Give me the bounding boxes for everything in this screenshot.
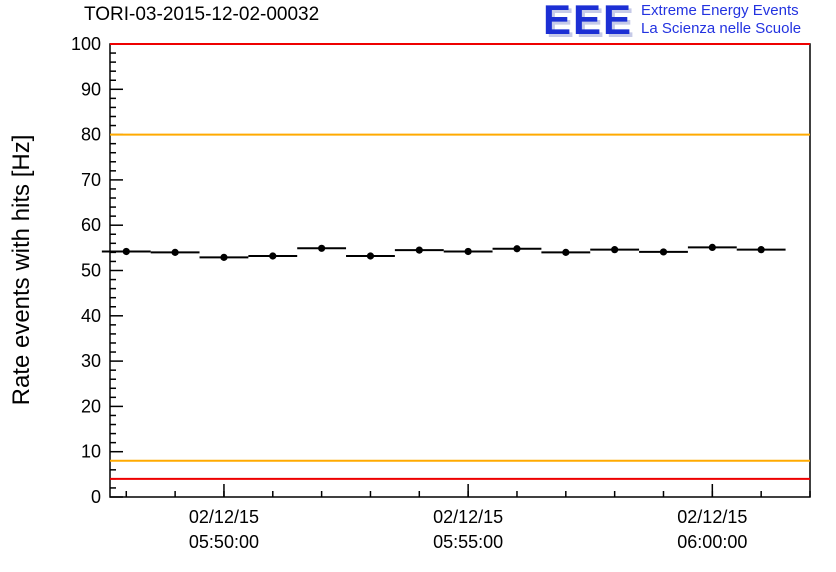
svg-text:40: 40	[81, 306, 101, 326]
data-point	[220, 253, 228, 261]
axis-ticks	[110, 43, 811, 498]
threshold-lines	[110, 43, 810, 480]
svg-text:100: 100	[71, 34, 101, 54]
x-tick-date: 02/12/15	[677, 507, 747, 527]
data-point	[708, 243, 716, 251]
eee-logo: EEE Extreme Energy Events La Scienza nel…	[543, 0, 801, 43]
data-point	[171, 248, 179, 256]
eee-logo-acronym: EEE	[543, 0, 634, 43]
svg-text:0: 0	[91, 487, 101, 507]
y-axis-title: Rate events with hits [Hz]	[8, 134, 35, 406]
data-point	[513, 245, 521, 253]
svg-text:70: 70	[81, 170, 101, 190]
svg-text:30: 30	[81, 351, 101, 371]
x-tick-date: 02/12/15	[189, 507, 259, 527]
x-tick-date: 02/12/15	[433, 507, 503, 527]
data-point	[757, 246, 765, 254]
data-point	[318, 244, 326, 252]
data-point	[122, 247, 130, 256]
axis-tick-labels: 0 10 20 30 40 50 60 70 80 90 100 02/12/15 05:50:00 02…	[71, 34, 747, 552]
svg-text:90: 90	[81, 79, 101, 99]
svg-text:80: 80	[81, 125, 101, 145]
svg-text:60: 60	[81, 215, 101, 235]
data-point	[269, 252, 277, 260]
plot-frame	[109, 43, 811, 498]
data-point	[464, 247, 472, 256]
eee-logo-line1: Extreme Energy Events	[641, 2, 799, 19]
data-series	[101, 243, 786, 261]
x-tick-time: 05:50:00	[189, 532, 259, 552]
svg-text:50: 50	[81, 261, 101, 281]
data-point	[659, 248, 668, 256]
data-point	[366, 252, 375, 260]
data-point	[611, 246, 619, 254]
svg-text:20: 20	[81, 396, 101, 416]
eee-logo-line2: La Scienza nelle Scuole	[641, 20, 802, 37]
svg-text:10: 10	[81, 442, 101, 462]
data-point	[415, 246, 423, 254]
plot-title: TORI-03-2015-12-02-00032	[84, 4, 320, 25]
eee-logo-text: Extreme Energy Events La Scienza nelle S…	[641, 0, 801, 38]
x-tick-time: 05:55:00	[433, 532, 503, 552]
x-tick-time: 06:00:00	[677, 532, 747, 552]
data-point	[562, 248, 570, 256]
